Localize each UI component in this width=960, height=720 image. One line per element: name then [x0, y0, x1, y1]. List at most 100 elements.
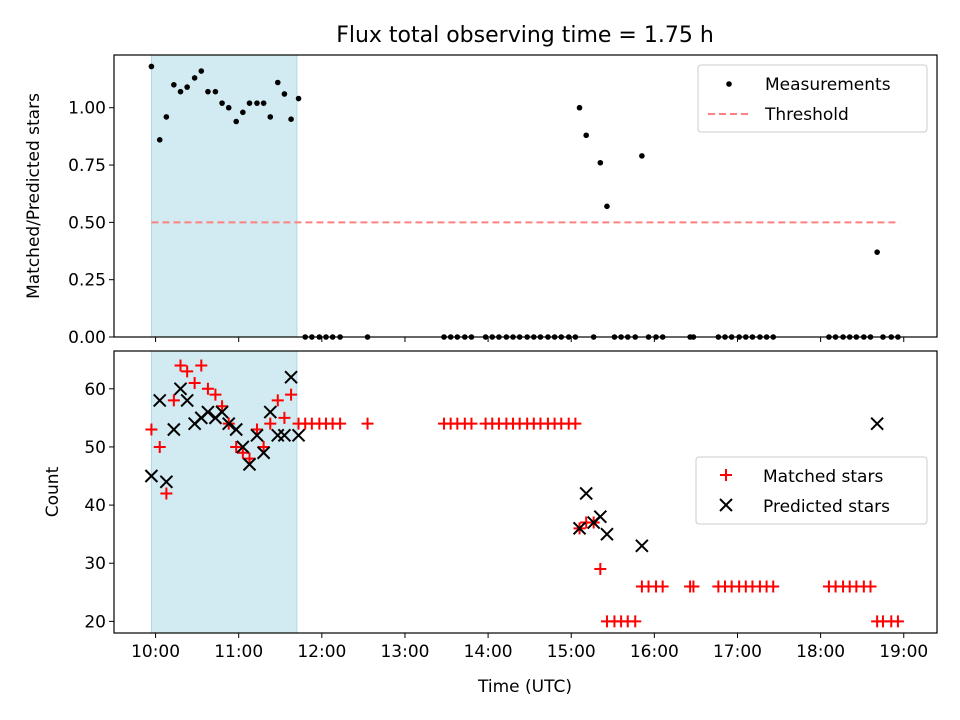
predicted-star-point — [229, 422, 243, 437]
bottom-y-axis: 20 30 40 50 60 — [84, 380, 114, 632]
observing-window-span — [150, 350, 298, 634]
matched-star-point — [236, 446, 249, 459]
measurement-point — [576, 104, 583, 111]
measurement-point — [240, 109, 246, 116]
predicted-star-point — [284, 370, 298, 384]
predicted-star-point — [600, 527, 614, 541]
matched-star-point — [569, 417, 582, 430]
y-tick-label: 0.75 — [68, 156, 106, 176]
observing-window-span — [150, 54, 298, 338]
x-tick-label: 12:00 — [297, 642, 346, 662]
measurement-point — [148, 63, 155, 70]
predicted-star-point — [635, 539, 649, 553]
matched-star-point — [891, 615, 904, 628]
predicted-star-point — [263, 405, 277, 419]
x-tick-label: 11:00 — [214, 642, 263, 662]
matched-star-point — [264, 417, 277, 430]
measurement-point — [267, 114, 274, 120]
predicted-star-point — [180, 393, 194, 408]
matched-star-point — [230, 440, 243, 453]
x-tick-label: 16:00 — [630, 642, 679, 662]
y-tick-label: 50 — [84, 438, 106, 458]
x-tick-label: 14:00 — [464, 642, 513, 662]
legend-matched-marker — [720, 469, 732, 481]
bottom-series — [144, 359, 904, 628]
predicted-star-point — [201, 405, 215, 419]
legend-threshold-label: Threshold — [764, 105, 849, 125]
top-plot-frame — [113, 54, 938, 338]
predicted-star-point — [222, 416, 236, 431]
legend-predicted-label: Predicted stars — [763, 497, 890, 517]
measurement-point — [597, 159, 604, 166]
matched-star-point — [145, 423, 158, 436]
predicted-star-point — [870, 416, 884, 431]
x-tick-label: 15:00 — [547, 642, 596, 662]
matched-star-point — [656, 580, 669, 593]
matched-star-point — [285, 388, 298, 401]
predicted-star-point — [153, 393, 167, 408]
legend-predicted-marker — [719, 498, 733, 512]
matched-star-point — [167, 394, 180, 407]
predicted-star-point — [250, 428, 264, 443]
predicted-star-point — [572, 521, 587, 536]
matched-star-point — [174, 359, 187, 372]
matched-star-point — [629, 615, 642, 628]
matched-star-point — [250, 423, 263, 436]
y-tick-label: 30 — [84, 554, 106, 574]
predicted-star-point — [173, 382, 188, 396]
bottom-x-axis: 10:00 11:00 12:00 13:00 14:00 15:00 16:00 17:00… — [131, 633, 928, 662]
matched-star-point — [767, 580, 780, 593]
measurement-point — [171, 82, 177, 88]
measurement-point — [274, 79, 281, 86]
measurement-point — [254, 100, 260, 106]
x-tick-label: 19:00 — [879, 642, 928, 662]
bottom-panel: 10:00 11:00 12:00 13:00 14:00 15:00 16:00 17:00… — [43, 350, 938, 697]
measurement-point — [233, 118, 240, 125]
chart-title: Flux total observing time = 1.75 h — [336, 23, 714, 48]
matched-star-point — [334, 417, 347, 430]
predicted-star-point — [215, 405, 229, 419]
bottom-plot-frame — [113, 350, 938, 634]
matched-star-point — [687, 580, 700, 593]
predicted-star-point — [277, 428, 292, 443]
measurement-point — [184, 84, 190, 90]
matched-star-point — [361, 417, 374, 430]
measurement-point — [198, 68, 205, 74]
measurement-point — [205, 88, 211, 95]
legend-measurements-marker — [726, 81, 732, 87]
top-y-axis: 0.00 0.25 0.50 0.75 1.00 — [68, 99, 114, 348]
measurement-point — [874, 249, 880, 255]
matched-star-point — [271, 394, 284, 407]
measurement-point — [191, 75, 198, 81]
measurement-point — [177, 88, 184, 95]
matched-star-point — [153, 440, 166, 453]
predicted-star-point — [159, 475, 174, 489]
highlight-span — [150, 350, 298, 634]
predicted-star-point — [242, 457, 257, 472]
predicted-star-point — [593, 510, 608, 524]
measurement-point — [219, 100, 225, 106]
measurement-point — [295, 95, 302, 102]
measurement-point — [639, 153, 645, 159]
x-tick-label: 10:00 — [131, 642, 180, 662]
y-tick-label: 0.50 — [68, 213, 106, 233]
measurement-point — [246, 100, 253, 106]
matched-star-point — [278, 411, 291, 424]
measurement-point — [163, 114, 170, 120]
measurement-point — [604, 203, 610, 210]
x-tick-label: 17:00 — [713, 642, 762, 662]
y-tick-label: 1.00 — [68, 99, 106, 119]
y-tick-label: 60 — [84, 380, 106, 400]
matched-star-point — [181, 365, 194, 378]
matched-star-point — [209, 388, 222, 401]
top-legend-box — [697, 64, 928, 133]
top-panel: 0.00 0.25 0.50 0.75 1.00 Matched/Predicted s… — [24, 54, 938, 348]
matched-star-point — [160, 487, 173, 500]
measurement-point — [281, 91, 288, 97]
y-tick-label: 0.00 — [68, 328, 106, 348]
measurement-point — [583, 132, 589, 139]
matched-star-point — [201, 382, 214, 395]
matched-star-point — [195, 359, 208, 372]
matched-star-point — [864, 580, 877, 593]
y-tick-label: 20 — [84, 612, 106, 632]
